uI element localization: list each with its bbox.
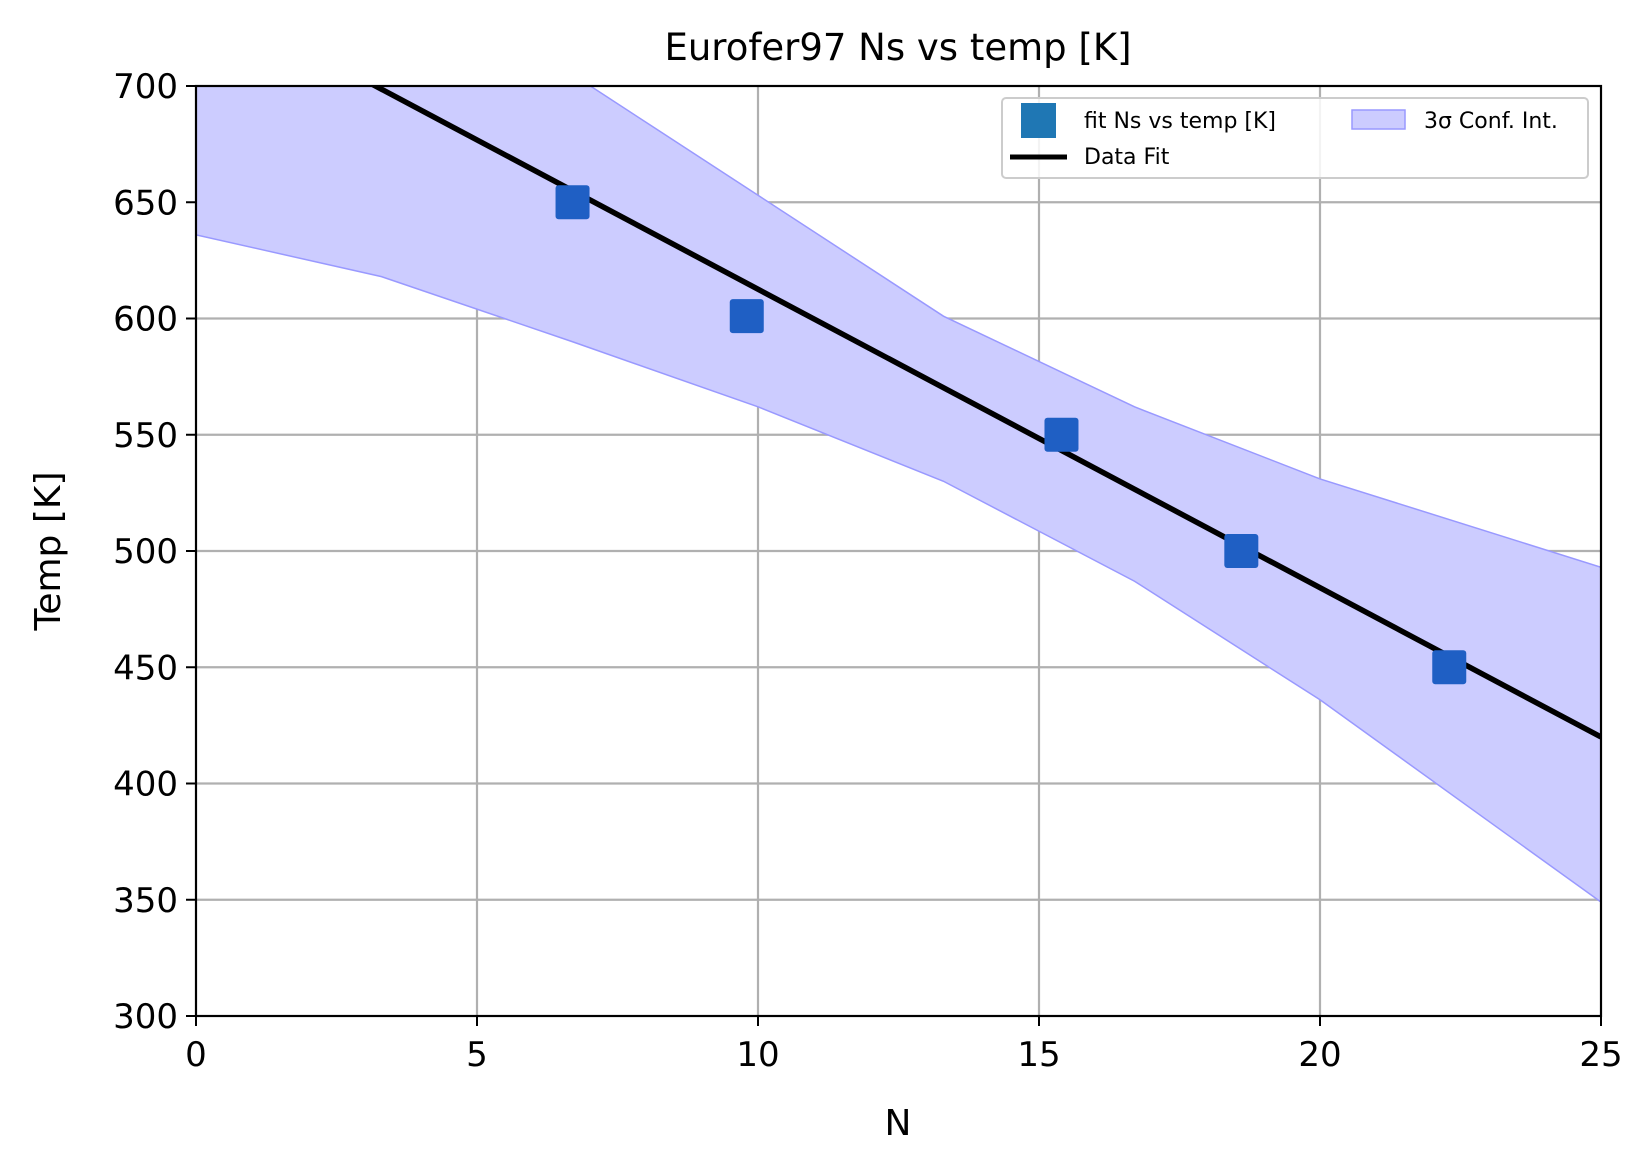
x-tick-label: 10 — [736, 1035, 779, 1075]
x-tick-label: 20 — [1298, 1035, 1341, 1075]
y-tick-label: 450 — [113, 648, 178, 688]
legend-swatch-band — [1351, 109, 1406, 130]
y-tick-label: 600 — [113, 300, 178, 340]
y-tick-label: 350 — [113, 881, 178, 921]
chart-title: Eurofer97 Ns vs temp [K] — [664, 26, 1131, 69]
data-point — [729, 299, 764, 334]
data-point — [555, 185, 590, 220]
fit-line — [369, 86, 1601, 740]
data-point — [1044, 417, 1079, 452]
x-tick-label: 15 — [1017, 1035, 1060, 1075]
y-tick-label: 700 — [113, 67, 178, 107]
legend: fit Ns vs temp [K] Data Fit 3σ Conf. Int… — [1001, 97, 1589, 179]
axis-ticks: 0 5 10 15 20 25 300 350 400 450 500 550 600 650 700 — [113, 67, 1623, 1075]
x-tick-label: 25 — [1579, 1035, 1622, 1075]
x-tick-label: 5 — [466, 1035, 488, 1075]
y-tick-label: 400 — [113, 765, 178, 805]
y-tick-label: 500 — [113, 532, 178, 572]
x-tick-label: 0 — [185, 1035, 207, 1075]
legend-label-points: fit Ns vs temp [K] — [1084, 109, 1276, 134]
y-tick-label: 650 — [113, 183, 178, 223]
legend-swatch-points — [1021, 103, 1056, 138]
confidence-band-layer — [196, 86, 1601, 903]
fit-line-layer — [369, 86, 1601, 740]
legend-frame — [1001, 97, 1589, 179]
confidence-band — [196, 86, 1601, 903]
data-point — [1432, 650, 1467, 685]
y-tick-label: 550 — [113, 416, 178, 456]
legend-label-line: Data Fit — [1084, 145, 1170, 170]
data-point-layer — [555, 185, 1467, 685]
y-tick-label: 300 — [113, 997, 178, 1037]
y-axis-label: Temp [K] — [28, 471, 69, 631]
legend-label-band: 3σ Conf. Int. — [1424, 109, 1558, 134]
data-point — [1224, 534, 1259, 568]
x-axis-label: N — [885, 1103, 912, 1144]
